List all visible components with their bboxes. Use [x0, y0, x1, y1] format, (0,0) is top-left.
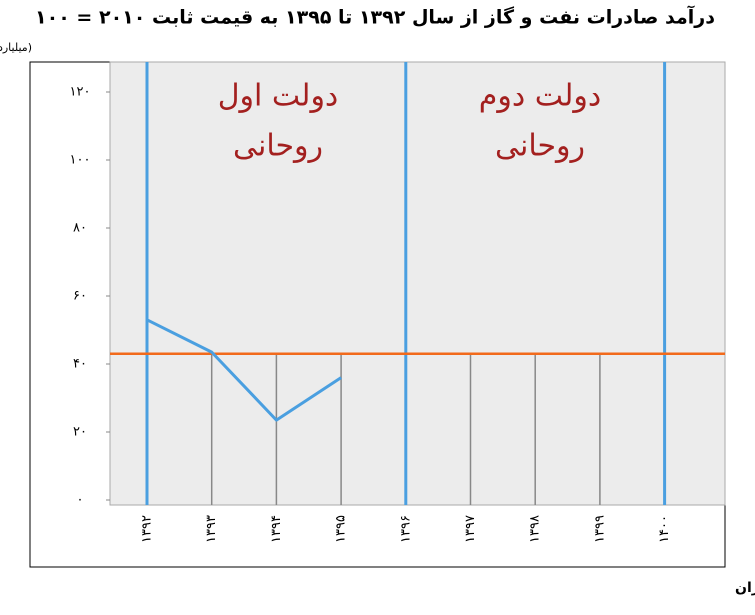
y-tick-label: ۸۰ — [73, 221, 87, 236]
data-line — [146, 318, 342, 422]
x-tick-label: ۱۳۹۵ — [334, 515, 349, 543]
x-tick-label: ۱۳۹۷ — [463, 515, 478, 543]
x-tick-label: ۱۳۹۶ — [398, 515, 413, 543]
y-tick-label: ۴۰ — [73, 357, 87, 372]
annotation: روحانی — [233, 129, 323, 164]
y-tick-label: ۱۰۰ — [70, 153, 91, 168]
y-tick-label: ۶۰ — [73, 289, 87, 304]
x-tick-label: ۱۳۹۲ — [140, 515, 155, 543]
x-tick-label: ۱۴۰۰ — [657, 515, 672, 543]
x-tick-label: ۱۳۹۸ — [528, 515, 543, 543]
y-tick-label: ۰ — [77, 493, 84, 508]
annotation: روحانی — [495, 129, 585, 164]
chart-title: درآمد صادرات نفت و گاز از سال ۱۳۹۲ تا ۱۳… — [35, 5, 715, 29]
y-tick-label: ۲۰ — [73, 425, 87, 440]
plot-area — [109, 61, 726, 506]
x-tick-label: ۱۳۹۴ — [269, 515, 284, 543]
y-axis-label: (میلیارد دلار) — [0, 41, 32, 54]
x-tick-label: ۱۳۹۳ — [204, 515, 219, 543]
source-note: منبع: بانک مرکزی ایران — [735, 580, 755, 596]
annotation: دولت اول — [218, 79, 339, 114]
x-tick-label: ۱۳۹۹ — [592, 515, 607, 543]
y-tick-label: ۱۲۰ — [70, 85, 91, 100]
annotation: دولت دوم — [479, 79, 601, 114]
